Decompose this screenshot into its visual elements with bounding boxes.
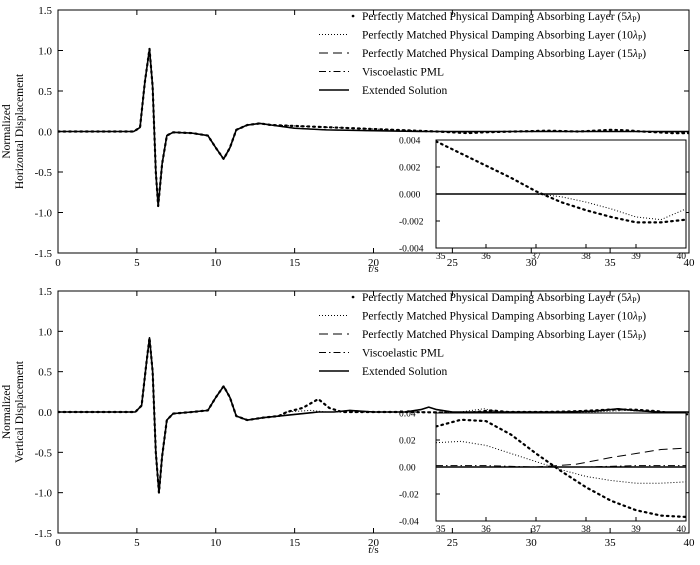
x-tick-label: 15 <box>289 537 301 549</box>
inset-series-dashed <box>436 447 686 468</box>
legend-label: Perfectly Matched Physical Damping Absor… <box>362 329 646 342</box>
x-tick-label: 30 <box>526 257 538 269</box>
y-tick-label: 1.5 <box>38 5 52 17</box>
panel-1: 0 5 10 15 20 25 30 35 40 -1.5 -1.0 -0.5 0.0 0.5 1.0 1.5… <box>1 5 695 275</box>
inset-x-tick-label: 39 <box>631 525 641 535</box>
x-tick-label: 10 <box>210 537 222 549</box>
inset-series-sparse-dot <box>436 140 686 224</box>
y-tick-label: 1.0 <box>38 326 52 338</box>
legend-label: Perfectly Matched Physical Damping Absor… <box>362 11 641 24</box>
inset-x-tick-label: 36 <box>481 252 491 262</box>
y-tick-label: -1.5 <box>35 248 53 260</box>
inset-plot: 35 36 37 38 39 40 -0.04 -0.02 0.00 0.02 0.04 <box>399 410 687 535</box>
y-tick-label: 0.0 <box>38 407 52 419</box>
inset-series-dashdot <box>436 465 686 468</box>
legend-label: Extended Solution <box>362 85 448 97</box>
inset-x-tick-label: 38 <box>581 525 591 535</box>
inset-x-tick-label: 40 <box>677 525 687 535</box>
inset-plot: 35 36 37 38 39 40 -0.004 -0.002 0.000 0.002 0.004 <box>399 137 687 262</box>
y-tick-label: -0.5 <box>35 167 53 179</box>
inset-x-tick-label: 35 <box>436 252 446 262</box>
inset-y-tick-label: 0.00 <box>399 464 416 474</box>
y-tick-label: -0.5 <box>35 447 53 459</box>
y-tick-label: -1.0 <box>35 208 53 220</box>
x-tick-label: 40 <box>684 257 696 269</box>
inset-series-sparse-dot <box>436 418 686 519</box>
series-pml-5 <box>58 336 689 494</box>
x-tick-label: 35 <box>605 537 617 549</box>
y-axis-label-line: Normalized <box>1 385 13 440</box>
inset-y-tick-label: 0.02 <box>399 437 416 447</box>
y-axis-label-line: Normalized <box>1 104 13 159</box>
y-tick-label: 0.5 <box>38 367 52 379</box>
inset-series-group <box>436 140 686 224</box>
x-tick-label: 20 <box>368 257 380 269</box>
inset-y-tick-label: 0.000 <box>399 191 421 201</box>
y-tick-label: 0.5 <box>38 86 52 98</box>
inset-series-group <box>436 418 686 519</box>
legend-label: Perfectly Matched Physical Damping Absor… <box>362 48 646 61</box>
inset-y-tick-label: -0.02 <box>399 491 419 501</box>
y-tick-label: 1.5 <box>38 286 52 298</box>
inset-x-tick-label: 37 <box>531 252 541 262</box>
inset-x-tick-label: 35 <box>436 525 446 535</box>
legend-label: Viscoelastic PML <box>362 348 444 360</box>
inset-y-tick-label: 0.002 <box>399 164 421 174</box>
inset-y-tick-label: 0.04 <box>399 410 416 420</box>
x-tick-label: 30 <box>526 537 538 549</box>
inset-x-tick-label: 40 <box>677 252 687 262</box>
y-tick-label: 1.0 <box>38 46 52 58</box>
x-tick-label: 15 <box>289 257 301 269</box>
inset-y-tick-label: -0.002 <box>399 218 424 228</box>
series-pml-5 <box>58 47 689 208</box>
inset-series-dotted <box>436 440 686 484</box>
inset-x-tick-label: 39 <box>631 252 641 262</box>
inset-y-tick-label: -0.04 <box>399 518 419 528</box>
x-axis-label: t/s <box>368 544 378 556</box>
legend-label: Extended Solution <box>362 366 448 378</box>
legend-label: Perfectly Matched Physical Damping Absor… <box>362 292 641 305</box>
legend-label: Perfectly Matched Physical Damping Absor… <box>362 311 646 324</box>
x-tick-label: 5 <box>134 257 140 269</box>
legend-label: Perfectly Matched Physical Damping Absor… <box>362 30 646 43</box>
x-tick-label: 0 <box>55 537 61 549</box>
series-group <box>58 336 689 494</box>
y-tick-label: -1.0 <box>35 488 53 500</box>
x-tick-label: 25 <box>447 537 459 549</box>
inset-y-tick-label: 0.004 <box>399 137 421 147</box>
x-axis-label: t/s <box>368 263 378 275</box>
x-tick-label: 35 <box>605 257 617 269</box>
x-tick-label: 25 <box>447 257 459 269</box>
x-tick-label: 0 <box>55 257 61 269</box>
inset-x-tick-label: 37 <box>531 525 541 535</box>
y-axis-label-line: Vertical Displacement <box>14 360 26 463</box>
inset-y-tick-label: -0.004 <box>399 245 424 255</box>
y-tick-label: 0.0 <box>38 127 52 139</box>
inset-x-tick-label: 38 <box>581 252 591 262</box>
y-axis-label-line: Horizontal Displacement <box>14 73 26 189</box>
x-tick-label: 40 <box>684 537 696 549</box>
panel-2: 0 5 10 15 20 25 30 35 40 -1.5 -1.0 -0.5 0.0 0.5 1.0 1.5… <box>1 286 695 556</box>
x-tick-label: 20 <box>368 537 380 549</box>
inset-x-tick-label: 36 <box>481 525 491 535</box>
y-tick-label: -1.5 <box>35 528 53 540</box>
x-tick-label: 10 <box>210 257 222 269</box>
x-tick-label: 5 <box>134 537 140 549</box>
series-group <box>58 47 689 208</box>
legend-label: Viscoelastic PML <box>362 67 444 79</box>
